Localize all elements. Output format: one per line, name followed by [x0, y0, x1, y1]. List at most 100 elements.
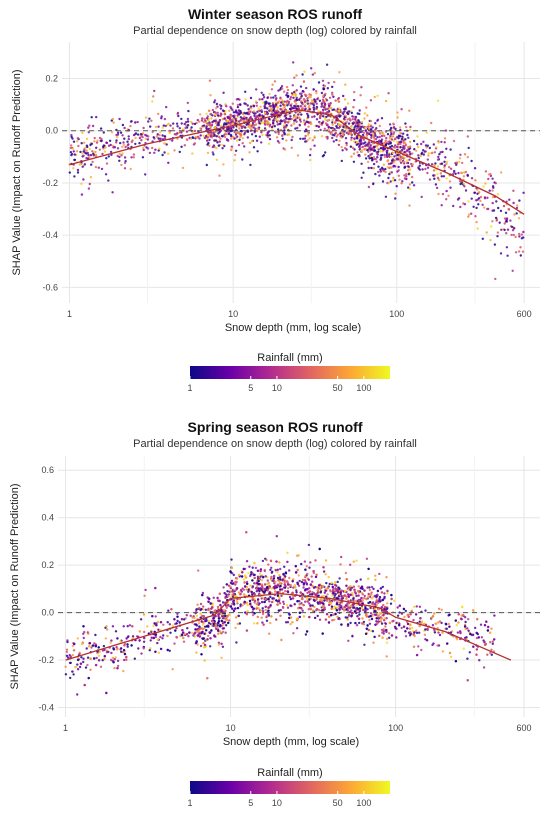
scatter-point	[185, 130, 189, 133]
scatter-point	[445, 147, 448, 150]
scatter-point	[255, 139, 259, 142]
scatter-point	[283, 586, 287, 589]
scatter-point	[230, 566, 234, 570]
scatter-point	[416, 135, 419, 138]
scatter-point	[95, 656, 98, 660]
scatter-point	[249, 117, 252, 120]
scatter-point	[368, 143, 371, 146]
scatter-point	[347, 595, 350, 598]
scatter-point	[205, 112, 208, 116]
scatter-point	[243, 581, 246, 584]
scatter-point	[72, 673, 75, 676]
scatter-point	[396, 606, 399, 609]
scatter-point	[407, 173, 411, 176]
scatter-point	[345, 578, 348, 581]
scatter-point	[142, 146, 145, 150]
scatter-point	[134, 142, 137, 146]
scatter-point	[319, 586, 322, 589]
scatter-point	[252, 124, 255, 128]
scatter-point	[143, 636, 146, 640]
scatter-point	[229, 113, 233, 117]
x-axis-label: Snow depth (mm, log scale)	[225, 322, 361, 334]
scatter-point	[258, 98, 261, 101]
scatter-point	[350, 111, 353, 115]
scatter-point	[474, 626, 477, 630]
scatter-point	[267, 609, 270, 612]
scatter-point	[352, 585, 356, 588]
scatter-point	[309, 122, 312, 126]
scatter-point	[254, 112, 257, 115]
scatter-point	[219, 113, 223, 117]
scatter-point	[317, 110, 321, 113]
scatter-point	[237, 614, 240, 618]
scatter-point	[475, 199, 478, 202]
scatter-point	[97, 646, 100, 649]
scatter-point	[257, 116, 260, 119]
scatter-point	[354, 592, 357, 595]
scatter-point	[382, 614, 385, 617]
scatter-point	[306, 588, 309, 591]
scatter-point	[232, 582, 235, 585]
scatter-point	[401, 180, 404, 183]
scatter-point	[227, 595, 230, 598]
scatter-point	[325, 599, 328, 602]
scatter-point	[234, 626, 237, 630]
scatter-point	[367, 123, 370, 126]
scatter-point	[82, 636, 86, 640]
scatter-point	[229, 605, 233, 608]
scatter-point	[230, 558, 233, 561]
scatter-point	[390, 166, 393, 169]
scatter-point	[112, 121, 115, 124]
scatter-point	[479, 199, 482, 203]
scatter-point	[277, 128, 280, 131]
scatter-point	[321, 585, 325, 588]
scatter-point	[437, 607, 441, 610]
scatter-point	[207, 624, 210, 628]
scatter-point	[85, 149, 88, 152]
scatter-point	[203, 627, 206, 630]
scatter-point	[338, 617, 341, 621]
scatter-point	[335, 602, 338, 606]
scatter-point	[306, 112, 309, 116]
scatter-point	[233, 603, 236, 606]
scatter-point	[373, 607, 376, 611]
scatter-point	[159, 130, 162, 134]
scatter-point	[336, 589, 339, 593]
scatter-point	[361, 145, 364, 149]
scatter-point	[489, 651, 492, 655]
scatter-point	[178, 127, 181, 130]
scatter-point	[212, 596, 215, 599]
scatter-point	[176, 125, 179, 128]
scatter-point	[105, 691, 108, 695]
scatter-point	[76, 663, 79, 666]
scatter-point	[378, 124, 381, 128]
scatter-point	[72, 150, 76, 153]
scatter-point	[325, 581, 328, 585]
scatter-point	[383, 155, 387, 159]
scatter-point	[276, 603, 279, 606]
scatter-point	[268, 137, 272, 141]
scatter-point	[386, 160, 389, 163]
scatter-point	[459, 153, 462, 156]
scatter-point	[265, 619, 269, 622]
scatter-point	[144, 116, 148, 119]
scatter-point	[425, 146, 428, 149]
scatter-point	[499, 209, 503, 213]
scatter-point	[140, 652, 143, 655]
scatter-point	[344, 83, 347, 86]
scatter-point	[259, 609, 262, 612]
scatter-point	[225, 138, 229, 141]
scatter-point	[305, 94, 308, 97]
scatter-point	[268, 92, 271, 96]
scatter-point	[302, 586, 305, 589]
scatter-point	[115, 141, 118, 144]
scatter-point	[345, 141, 348, 145]
scatter-point	[446, 642, 449, 645]
scatter-point	[245, 585, 249, 589]
scatter-point	[521, 250, 525, 253]
scatter-point	[159, 635, 162, 639]
scatter-point	[206, 638, 209, 641]
scatter-point	[424, 144, 428, 147]
scatter-point	[277, 89, 280, 92]
scatter-point	[367, 185, 371, 189]
